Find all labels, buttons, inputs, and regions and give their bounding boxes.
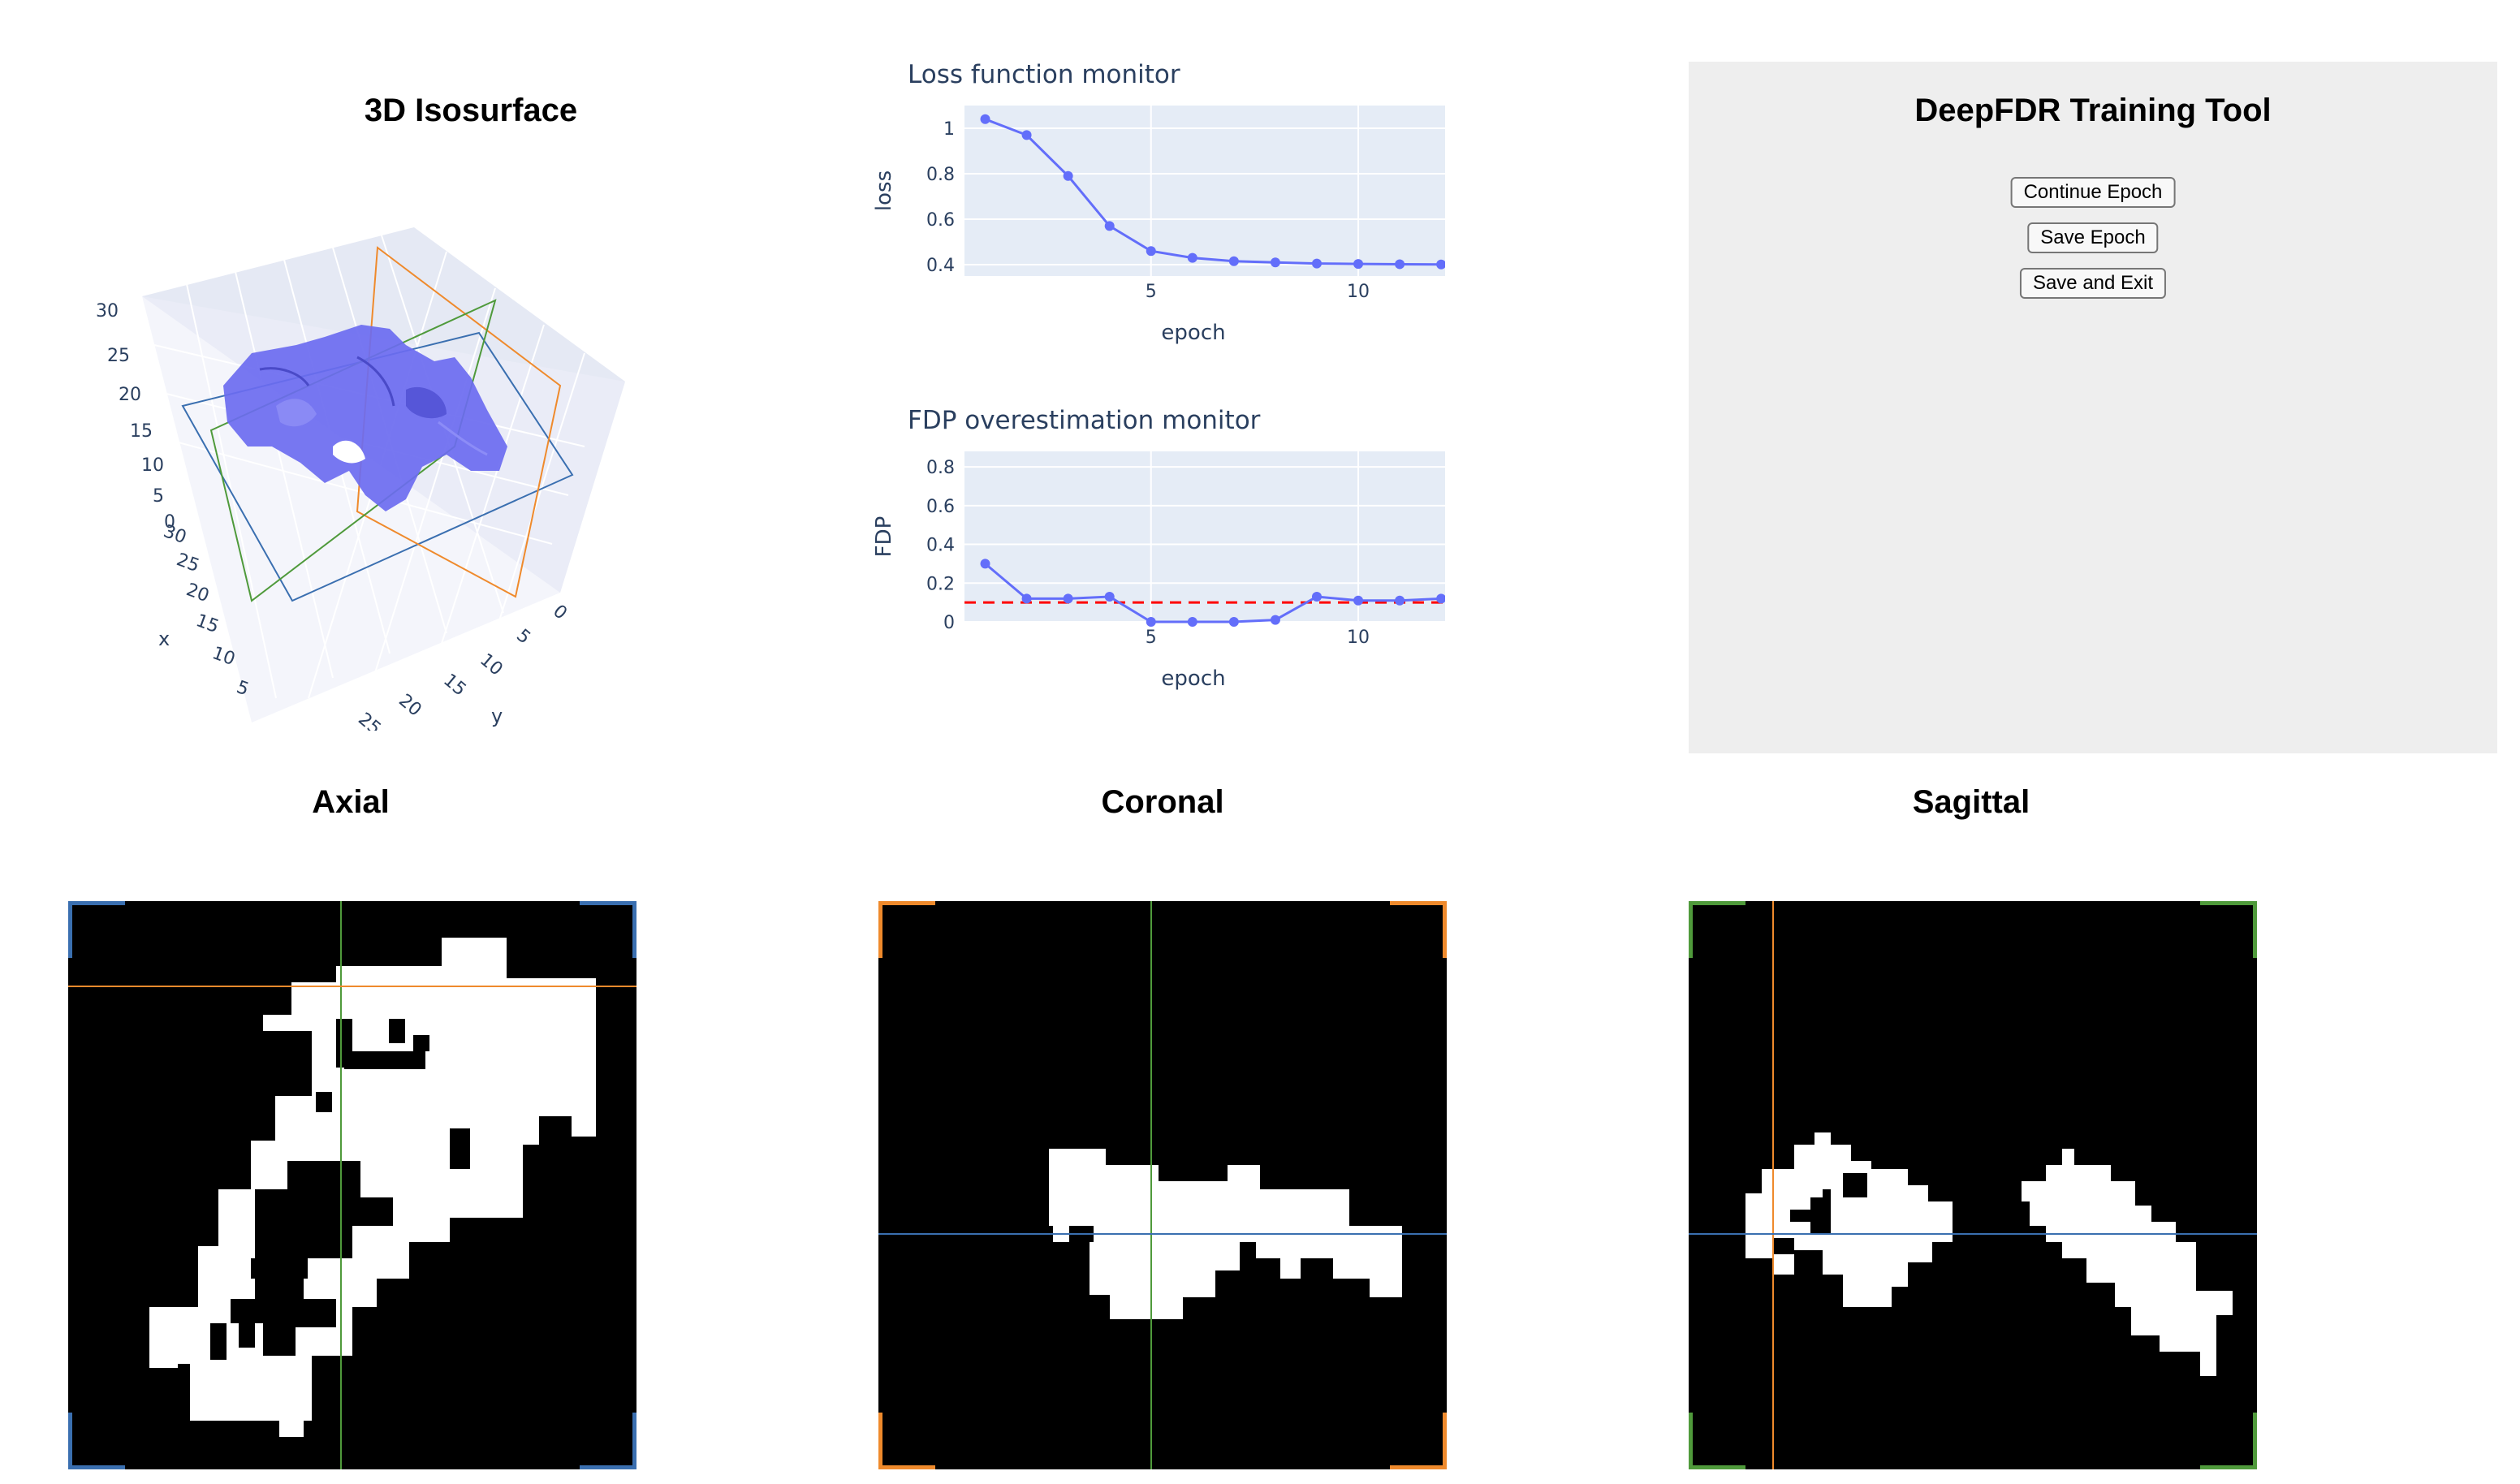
svg-text:20: 20: [395, 690, 425, 720]
continue-epoch-button[interactable]: Continue Epoch: [2010, 177, 2176, 208]
loss-x-ticks: 5 10: [1146, 282, 1370, 302]
sagittal-mask-left: [1745, 1132, 1953, 1307]
loss-data-point[interactable]: [1353, 259, 1364, 270]
loss-series-points: [980, 114, 1445, 270]
loss-y-tick-label: 1: [943, 119, 955, 140]
control-panel: DeepFDR Training Tool Continue Epoch Sav…: [1689, 62, 2497, 753]
loss-x-tick-label: 10: [1347, 282, 1370, 302]
loss-chart-title: Loss function monitor: [908, 60, 1180, 89]
fdp-y-tick-label: 0.4: [926, 536, 955, 556]
sagittal-title: Sagittal: [1912, 784, 2030, 820]
fdp-data-point[interactable]: [1395, 595, 1405, 606]
iso-z-ticks: 30 25 20 15 10 5 0: [96, 301, 175, 533]
svg-text:25: 25: [174, 550, 202, 576]
fdp-data-point[interactable]: [1228, 617, 1239, 627]
loss-data-point[interactable]: [1311, 258, 1322, 269]
loss-data-point[interactable]: [1187, 252, 1197, 263]
svg-text:25: 25: [107, 346, 130, 366]
coronal-frame-corners: [878, 901, 1447, 1469]
fdp-y-tick-label: 0.6: [926, 497, 955, 517]
fdp-chart[interactable]: FDP overestimation monitor 0 0.2 0.4 0.6 0.8…: [861, 395, 1445, 703]
save-and-exit-button[interactable]: Save and Exit: [2019, 268, 2167, 299]
iso-surface: [223, 325, 507, 511]
coronal-title: Coronal: [1101, 784, 1224, 820]
fdp-chart-title: FDP overestimation monitor: [908, 406, 1261, 435]
fdp-y-tick-label: 0.2: [926, 574, 955, 594]
coronal-slice-view[interactable]: [878, 901, 1447, 1469]
svg-text:0: 0: [164, 512, 175, 533]
svg-text:20: 20: [119, 385, 141, 405]
loss-data-point[interactable]: [1395, 259, 1405, 270]
fdp-data-point[interactable]: [1436, 593, 1445, 604]
fdp-y-tick-label: 0: [943, 613, 955, 633]
loss-data-point[interactable]: [1270, 257, 1280, 268]
loss-data-point[interactable]: [1063, 170, 1073, 181]
fdp-x-tick-label: 5: [1146, 628, 1157, 648]
fdp-y-ticks: 0 0.2 0.4 0.6 0.8: [926, 458, 955, 633]
loss-xlabel: epoch: [1161, 321, 1225, 345]
save-epoch-button[interactable]: Save Epoch: [2027, 222, 2159, 253]
sagittal-slice-view[interactable]: [1689, 901, 2257, 1469]
loss-data-point[interactable]: [1021, 130, 1032, 140]
sagittal-frame-corners: [1689, 901, 2257, 1469]
svg-text:5: 5: [512, 625, 534, 648]
fdp-data-point[interactable]: [1187, 617, 1197, 627]
fdp-x-tick-label: 10: [1347, 628, 1370, 648]
control-title: DeepFDR Training Tool: [1914, 93, 2272, 128]
svg-text:10: 10: [141, 455, 164, 476]
isosurface-plot[interactable]: 30 25 20 15 10 5 0 30 25 20 15 10 5 x 0 …: [65, 203, 666, 731]
loss-data-point[interactable]: [1228, 256, 1239, 266]
sagittal-mask-right: [2022, 1149, 2233, 1376]
loss-data-point[interactable]: [1104, 221, 1115, 231]
axial-holes: [210, 1019, 470, 1360]
svg-text:15: 15: [193, 610, 222, 637]
loss-series-line: [984, 118, 1442, 266]
fdp-x-ticks: 5 10: [1146, 628, 1370, 648]
loss-y-tick-label: 0.4: [926, 256, 955, 276]
fdp-xlabel: epoch: [1161, 667, 1225, 691]
fdp-series-points: [980, 559, 1445, 627]
fdp-data-point[interactable]: [1311, 591, 1322, 602]
svg-text:x: x: [158, 628, 170, 650]
loss-plot-area: [964, 106, 1445, 276]
svg-text:0: 0: [549, 601, 571, 623]
svg-text:y: y: [491, 705, 503, 727]
isosurface-title: 3D Isosurface: [364, 93, 578, 128]
loss-x-tick-label: 5: [1146, 282, 1157, 302]
fdp-data-point[interactable]: [1104, 591, 1115, 602]
svg-text:20: 20: [183, 580, 212, 606]
svg-text:15: 15: [439, 670, 470, 700]
fdp-plot-area: [964, 451, 1445, 622]
fdp-data-point[interactable]: [1270, 615, 1280, 625]
svg-text:30: 30: [96, 301, 119, 321]
fdp-series-line: [984, 563, 1442, 623]
loss-chart[interactable]: Loss function monitor 0.4 0.6 0.8 1 5 10 epo…: [861, 49, 1445, 357]
loss-y-tick-label: 0.8: [926, 165, 955, 185]
axial-frame-corners: [68, 901, 636, 1469]
fdp-data-point[interactable]: [980, 559, 990, 569]
sagittal-holes: [1774, 1173, 1867, 1254]
svg-text:10: 10: [476, 649, 507, 679]
svg-text:15: 15: [130, 421, 153, 442]
axial-title: Axial: [312, 784, 390, 820]
fdp-data-point[interactable]: [1021, 593, 1032, 604]
loss-y-tick-label: 0.6: [926, 210, 955, 231]
fdp-y-tick-label: 0.8: [926, 458, 955, 478]
loss-data-point[interactable]: [1436, 259, 1445, 270]
fdp-data-point[interactable]: [1353, 595, 1364, 606]
fdp-data-point[interactable]: [1146, 617, 1156, 627]
loss-ylabel: loss: [872, 170, 896, 211]
loss-data-point[interactable]: [980, 114, 990, 124]
loss-y-ticks: 0.4 0.6 0.8 1: [926, 119, 955, 276]
fdp-ylabel: FDP: [872, 516, 896, 558]
svg-text:5: 5: [153, 486, 164, 507]
loss-data-point[interactable]: [1146, 246, 1156, 257]
fdp-data-point[interactable]: [1063, 593, 1073, 604]
axial-slice-view[interactable]: [68, 901, 636, 1469]
svg-text:25: 25: [354, 709, 385, 731]
